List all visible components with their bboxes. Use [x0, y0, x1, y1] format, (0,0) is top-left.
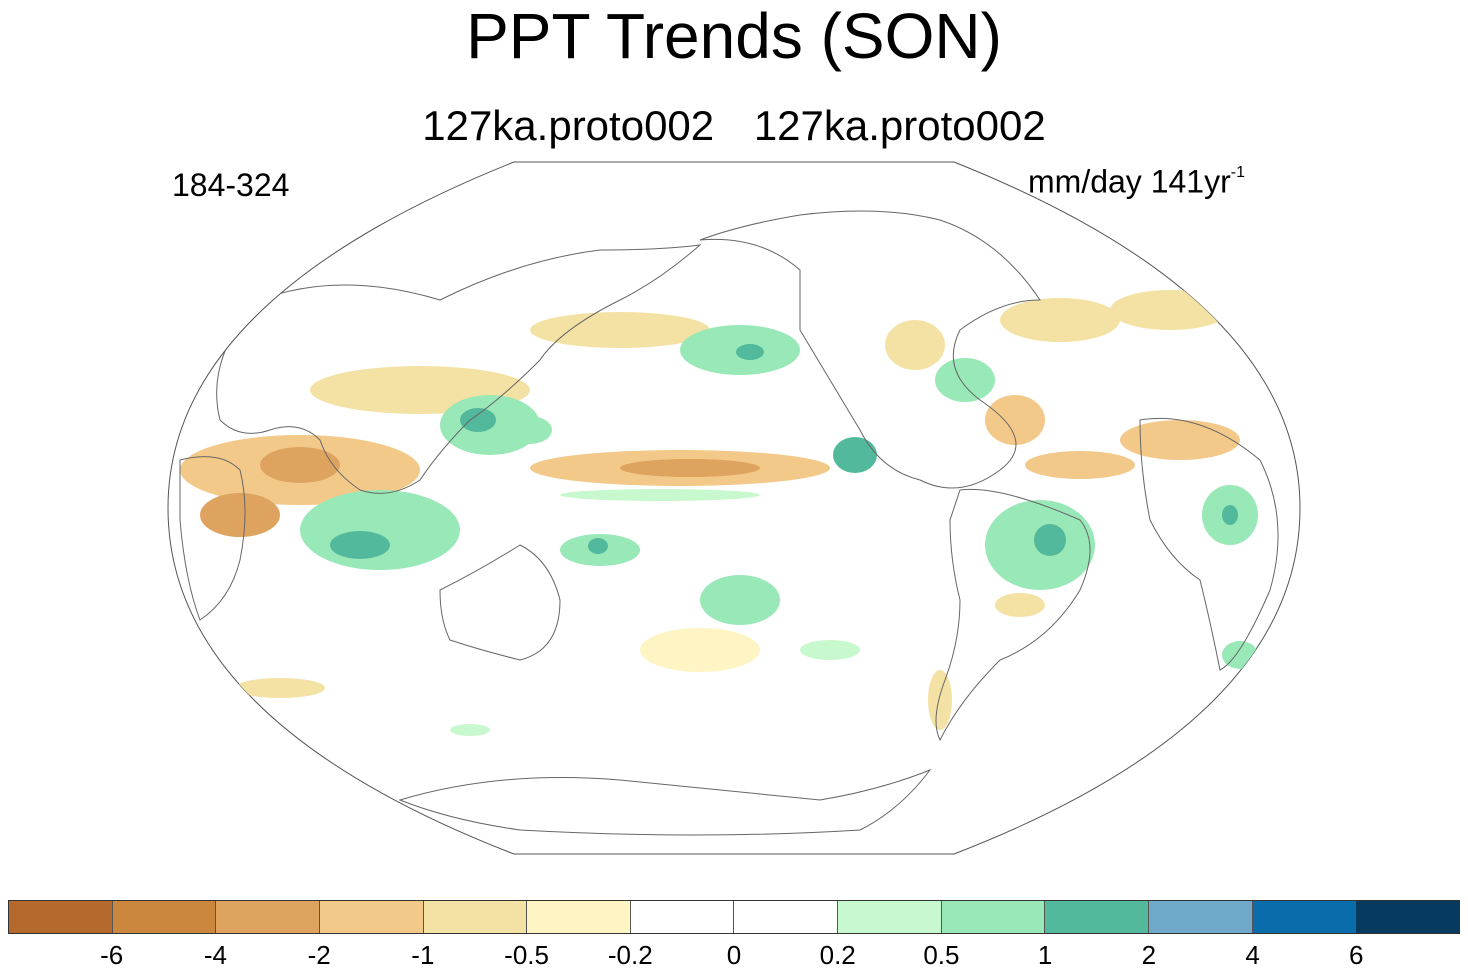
colorbar-tick-label: 0 — [726, 940, 742, 970]
units-sup: -1 — [1230, 164, 1245, 181]
colorbar-swatch — [319, 901, 424, 933]
colorbar-swatch — [9, 901, 113, 933]
colorbar-tick-label: 1 — [1037, 940, 1053, 970]
units-main: mm/day 141yr — [1028, 163, 1231, 200]
colorbar-tick-label: -0.2 — [607, 940, 653, 970]
colorbar-swatch — [941, 901, 1046, 933]
colorbar-tick-label: -2 — [307, 940, 331, 970]
colorbar-swatch — [1045, 901, 1150, 933]
colorbar-tick-label: 4 — [1245, 940, 1260, 970]
chart-title: PPT Trends (SON) — [466, 0, 1002, 72]
subtitle-left: 127ka.proto002 — [422, 102, 715, 149]
colorbar — [8, 900, 1460, 934]
colorbar-tick-label: 2 — [1141, 940, 1157, 970]
colorbar-swatch — [527, 901, 631, 933]
colorbar-swatch — [1149, 901, 1253, 933]
colorbar-tick-label: -0.5 — [504, 940, 549, 970]
colorbar-swatch — [734, 901, 839, 933]
units-label: mm/day 141yr-1 — [1028, 158, 1245, 201]
precip-trend-field — [180, 290, 1258, 736]
colorbar-tick-label: -4 — [203, 940, 227, 970]
colorbar-tick-label: 6 — [1349, 940, 1364, 970]
colorbar-tick-label: -1 — [411, 940, 435, 970]
colorbar-tick-label: 0.5 — [923, 940, 960, 970]
year-range-label: 184-324 — [172, 167, 290, 203]
subtitle-right: 127ka.proto002 — [753, 102, 1046, 149]
colorbar-swatch — [1252, 901, 1357, 933]
chart-subtitle: 127ka.proto002 127ka.proto002 — [0, 102, 1468, 150]
colorbar-swatch — [630, 901, 735, 933]
colorbar-tick-label: 0.2 — [819, 940, 856, 970]
colorbar-swatch — [216, 901, 320, 933]
coastlines — [179, 210, 1279, 836]
colorbar-swatch — [112, 901, 217, 933]
colorbar-swatch — [838, 901, 942, 933]
colorbar-tick-label: -6 — [100, 940, 124, 970]
colorbar-swatch — [1356, 901, 1459, 933]
colorbar-swatch — [423, 901, 528, 933]
